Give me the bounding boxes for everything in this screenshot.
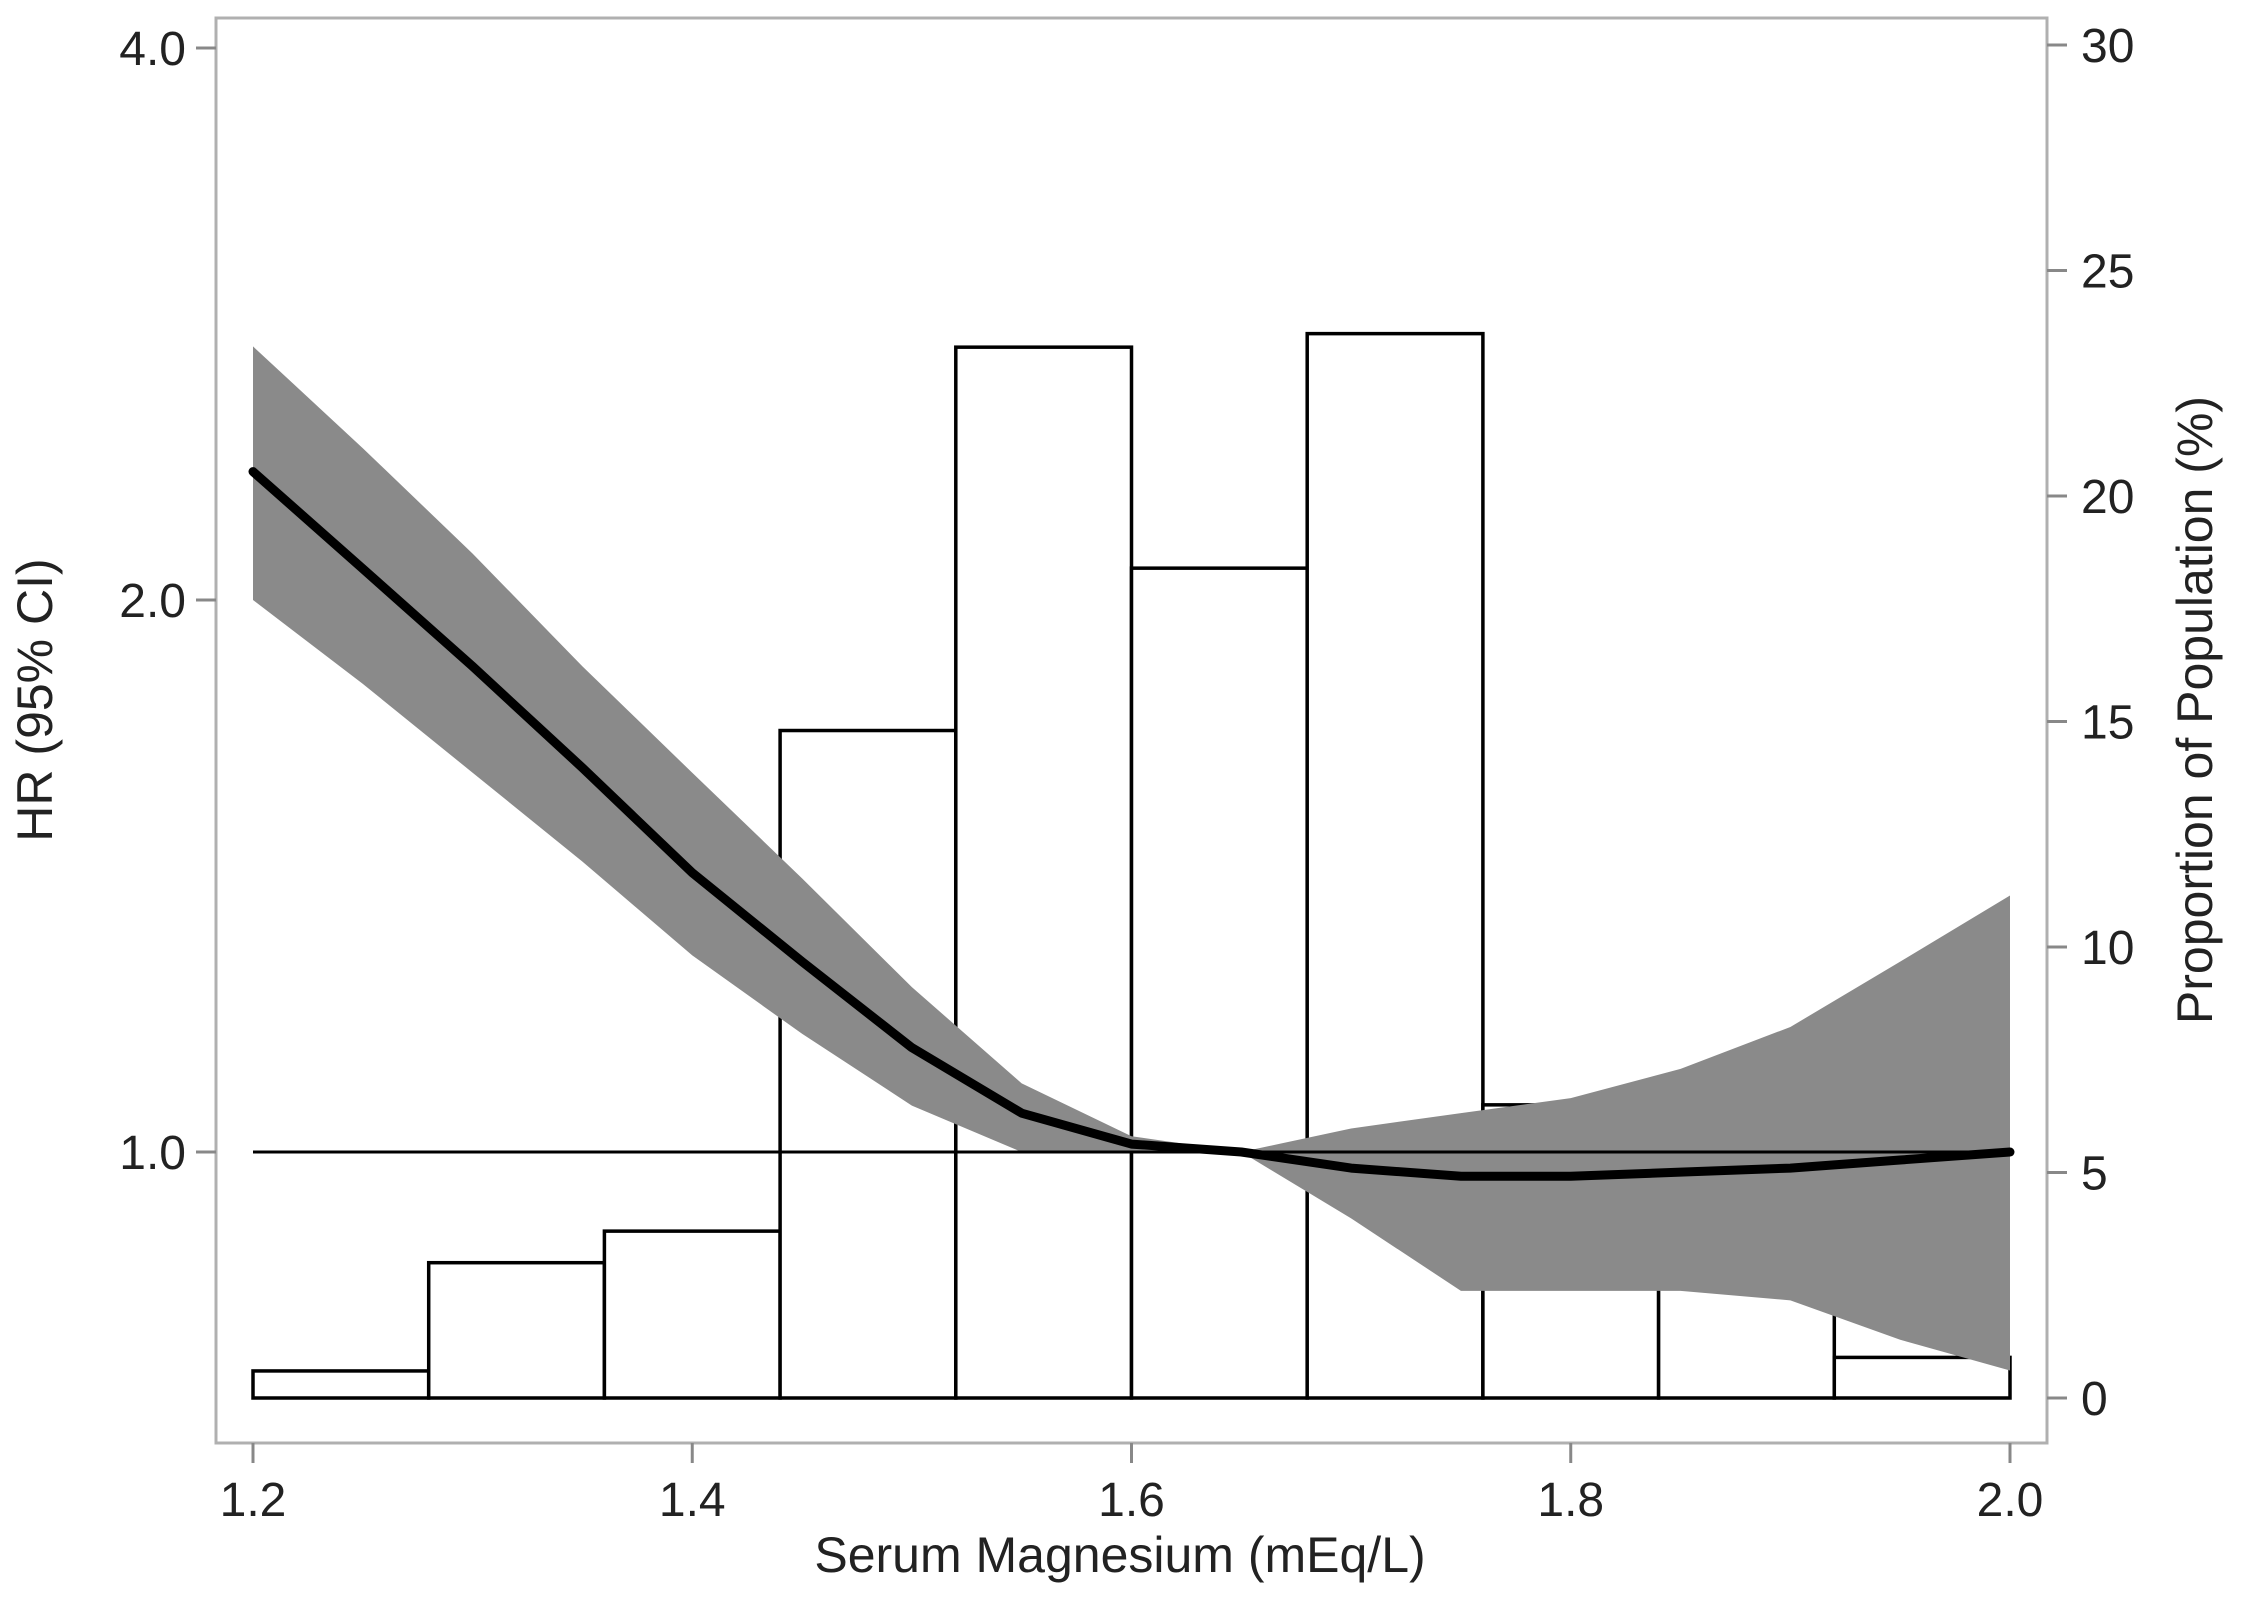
histogram-bar: [251, 1369, 431, 1400]
x-tick-label: 1.2: [220, 1474, 287, 1527]
histogram-bar: [1832, 1355, 2012, 1400]
y-left-tick-label: 4.0: [119, 23, 186, 76]
y-right-tick-label: 25: [2081, 246, 2134, 299]
histogram-bar: [954, 345, 1134, 1400]
y-axis-left: 1.0 2.0 4.0: [119, 23, 216, 1180]
hr-curve-line: [248, 467, 2015, 1181]
y-right-tick-label: 15: [2081, 697, 2134, 750]
x-tick-label: 1.4: [659, 1474, 726, 1527]
x-axis-title: Serum Magnesium (mEq/L): [814, 1527, 1425, 1583]
histogram-bar: [602, 1229, 782, 1400]
x-tick-label: 2.0: [1977, 1474, 2044, 1527]
hr-curve-group: [248, 467, 2015, 1181]
histogram-bar: [1129, 566, 1309, 1400]
y-right-tick-label: 0: [2081, 1373, 2108, 1426]
y-axis-right-title: Proportion of Population (%): [2167, 396, 2223, 1024]
y-right-tick-label: 30: [2081, 20, 2134, 73]
y-right-tick-label: 5: [2081, 1148, 2108, 1201]
y-right-tick-label: 10: [2081, 922, 2134, 975]
ci-band-area: [253, 346, 2010, 1371]
y-axis-left-title: HR (95% CI): [7, 558, 63, 841]
x-tick-label: 1.6: [1098, 1474, 1165, 1527]
histogram-bar: [426, 1260, 607, 1400]
y-left-tick-label: 2.0: [119, 575, 186, 628]
y-axis-right: 0 5 10 15 20 25 30: [2047, 20, 2134, 1426]
confidence-band: [253, 346, 2010, 1371]
y-left-tick-label: 1.0: [119, 1127, 186, 1180]
y-right-tick-label: 20: [2081, 471, 2134, 524]
x-tick-label: 1.8: [1537, 1474, 1604, 1527]
histogram-bars: [251, 331, 2012, 1400]
x-axis: 1.2 1.4 1.6 1.8 2.0: [220, 1441, 2044, 1527]
